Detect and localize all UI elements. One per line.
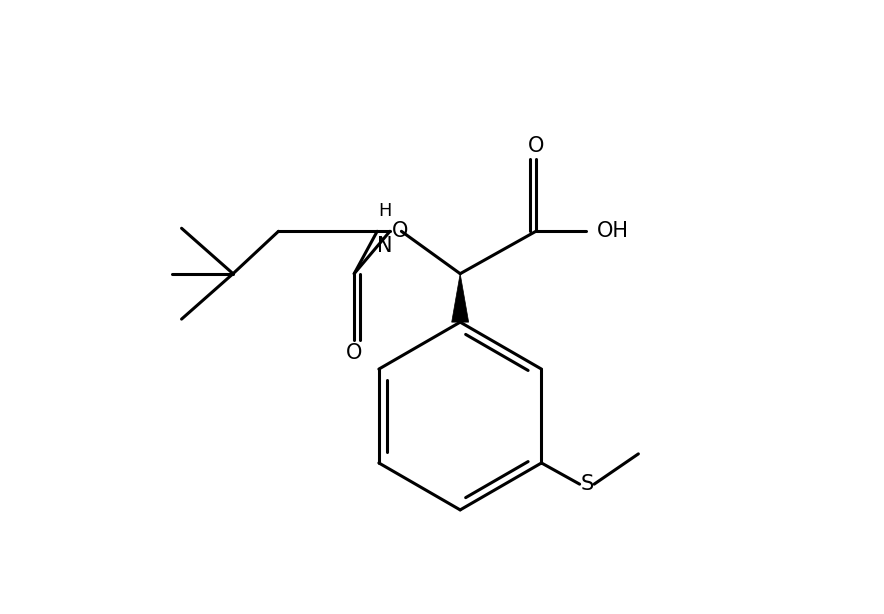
- Text: H: H: [377, 203, 391, 220]
- Text: O: O: [346, 343, 362, 363]
- Text: O: O: [392, 221, 408, 241]
- Text: OH: OH: [597, 221, 629, 241]
- Text: N: N: [377, 236, 392, 256]
- Polygon shape: [452, 274, 469, 322]
- Text: O: O: [528, 136, 544, 155]
- Text: S: S: [580, 474, 593, 494]
